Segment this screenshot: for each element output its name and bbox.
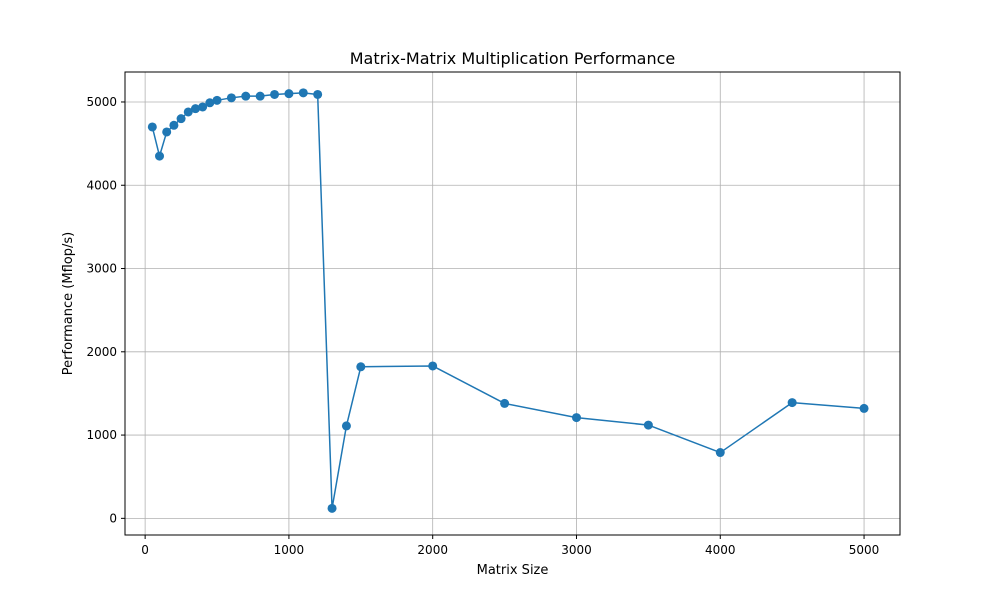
data-point-marker (169, 120, 179, 130)
data-point-marker (500, 398, 510, 408)
data-point-marker (155, 151, 165, 161)
data-point-marker (147, 122, 157, 132)
data-point-marker (241, 91, 251, 101)
x-axis-ticks: 0 1000 2000 3000 4000 5000 (141, 535, 879, 557)
x-tick-label: 4000 (705, 543, 736, 557)
data-point-marker (859, 403, 869, 413)
x-tick-label: 1000 (274, 543, 305, 557)
chart-title: Matrix-Matrix Multiplication Performance (350, 49, 676, 68)
data-point-marker (205, 98, 215, 108)
x-tick-label: 3000 (561, 543, 592, 557)
data-point-marker (787, 398, 797, 408)
data-point-marker (198, 102, 208, 112)
x-tick-label: 5000 (849, 543, 880, 557)
data-point-marker (176, 114, 186, 124)
data-point-marker (162, 127, 172, 137)
data-point-marker (327, 503, 337, 513)
y-tick-label: 5000 (86, 95, 117, 109)
data-point-marker (715, 448, 725, 458)
data-point-marker (313, 89, 323, 99)
data-point-marker (571, 413, 581, 423)
grid-lines (125, 72, 900, 535)
data-point-marker (356, 362, 366, 372)
series-group (147, 88, 869, 513)
plot-area-frame (124, 71, 901, 536)
data-point-marker (212, 95, 222, 105)
data-point-marker (284, 89, 294, 99)
data-point-marker (255, 91, 265, 101)
x-tick-label: 2000 (417, 543, 448, 557)
data-point-marker (428, 361, 438, 371)
data-point-marker (270, 89, 280, 99)
y-axis-ticks: 0 1000 2000 3000 4000 5000 (86, 95, 125, 525)
x-tick-label: 0 (141, 543, 149, 557)
data-point-marker (298, 88, 308, 98)
data-point-marker (226, 93, 236, 103)
data-point-marker (183, 107, 193, 117)
data-point-marker (341, 421, 351, 431)
y-axis-label: Performance (Mflop/s) (61, 232, 76, 375)
x-axis-label: Matrix Size (477, 563, 549, 578)
y-tick-label: 2000 (86, 345, 117, 359)
y-tick-label: 1000 (86, 428, 117, 442)
data-point-marker (643, 420, 653, 430)
y-tick-label: 0 (109, 511, 117, 525)
y-tick-label: 4000 (86, 178, 117, 192)
data-point-marker (190, 104, 200, 114)
y-tick-label: 3000 (86, 262, 117, 276)
